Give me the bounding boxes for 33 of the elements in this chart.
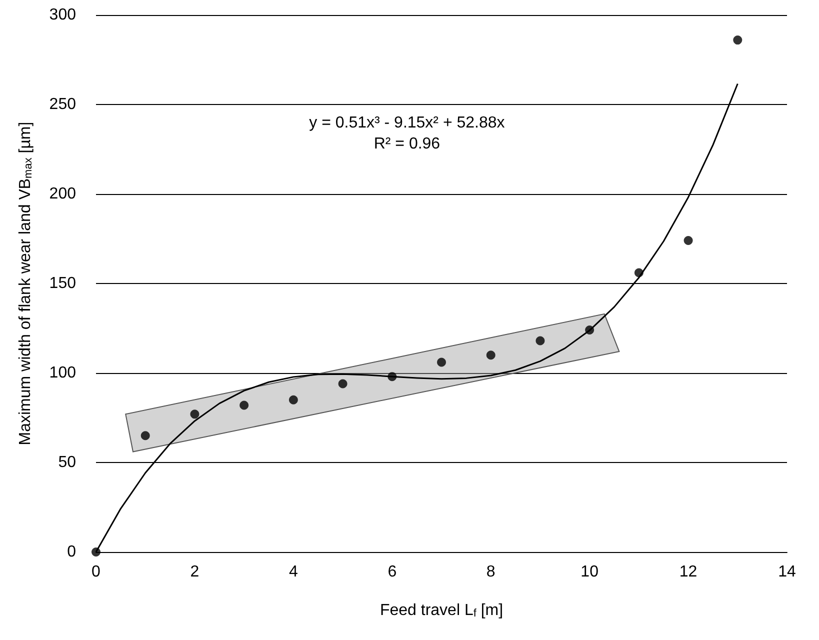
- point: [240, 400, 249, 410]
- point: [486, 350, 496, 360]
- point: [634, 268, 644, 278]
- x-tick-label: 14: [778, 564, 796, 580]
- point: [536, 336, 545, 346]
- x-tick-label: 4: [288, 564, 298, 580]
- y-tick-label: 200: [49, 186, 76, 202]
- y-tick-label: 250: [49, 96, 76, 113]
- point: [388, 372, 397, 382]
- x-tick-label: 10: [580, 564, 599, 580]
- x-tick-label: 0: [92, 564, 101, 580]
- y-tick-label: 100: [49, 364, 76, 382]
- y-tick-label: 0: [67, 544, 76, 560]
- point: [684, 236, 693, 246]
- point: [733, 36, 742, 45]
- x-tick-label: 6: [388, 564, 397, 580]
- point: [92, 548, 100, 556]
- y-axis-title: Maximum width of flank wear land VBmax [µm]: [17, 122, 34, 446]
- point: [585, 326, 594, 335]
- annotation: y = 0.51x³ - 9.15x² + 52.88x: [309, 114, 505, 132]
- x-tick-label: 8: [486, 564, 496, 580]
- point: [437, 358, 446, 367]
- y-tick-label: 300: [49, 6, 76, 24]
- point: [190, 410, 200, 419]
- point: [338, 379, 348, 388]
- x-axis-title: Feed travel Lf [m]: [380, 602, 504, 620]
- y-tick-label: 150: [49, 275, 76, 292]
- x-tick-label: 2: [190, 564, 200, 580]
- y-tick-label: 50: [58, 454, 76, 471]
- x-tick-label: 12: [679, 564, 698, 580]
- annotation: R² = 0.96: [374, 136, 440, 152]
- point: [140, 431, 150, 440]
- point: [288, 395, 298, 404]
